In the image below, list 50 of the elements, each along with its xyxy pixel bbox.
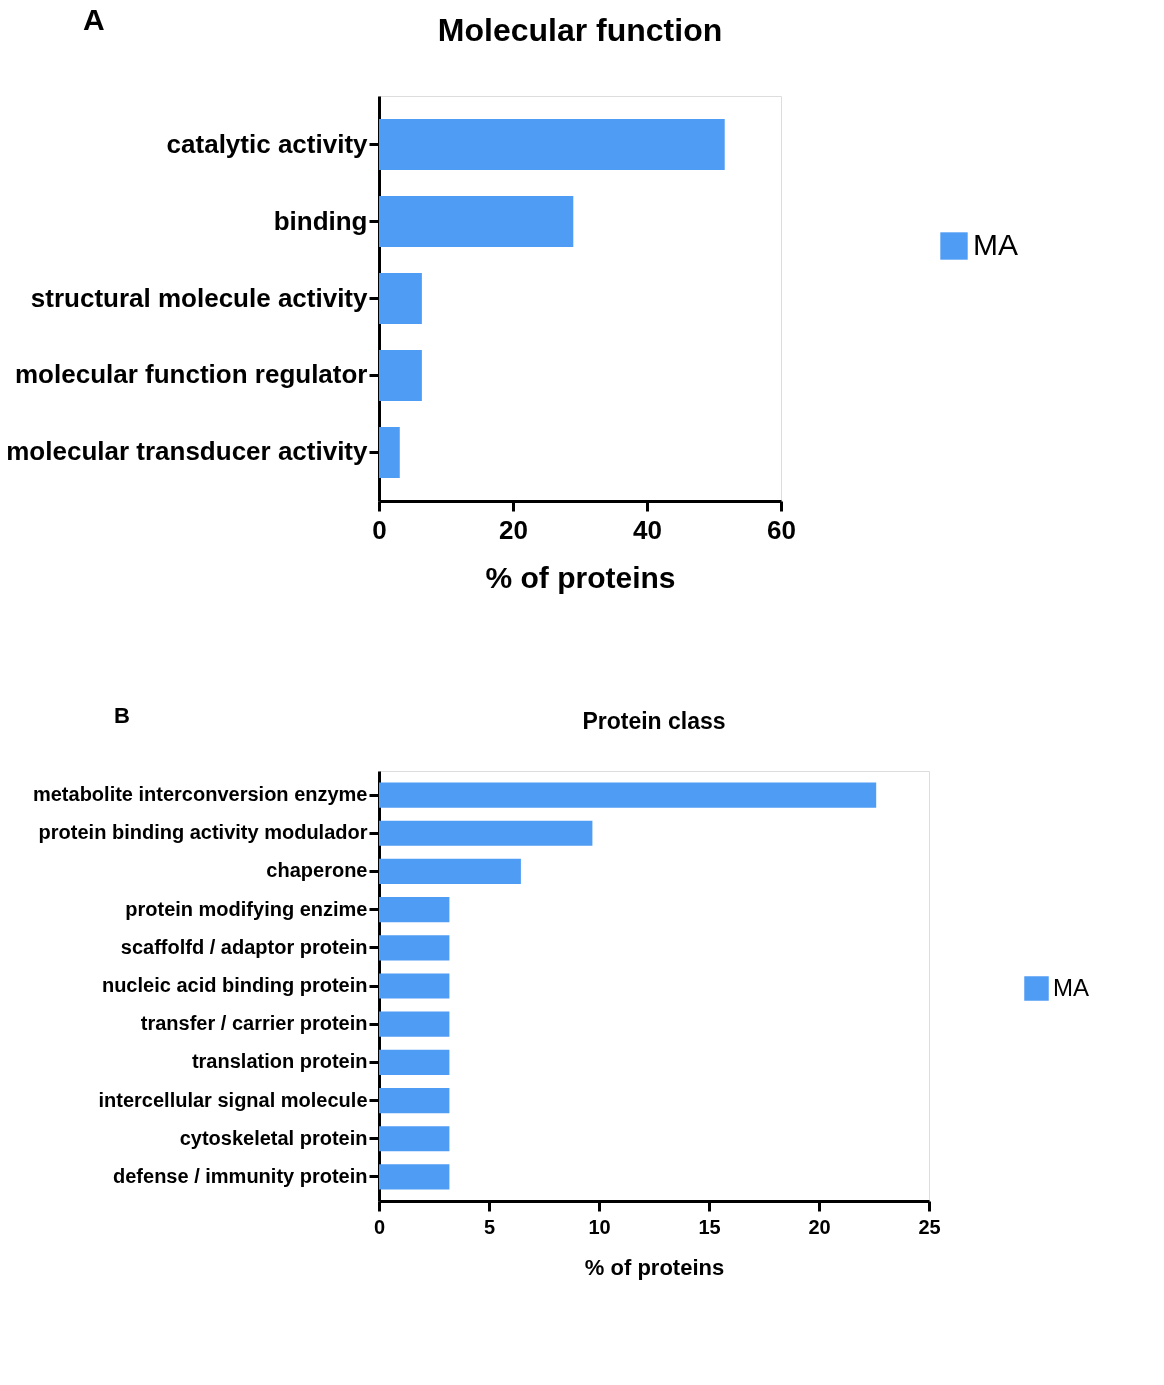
y-tick-label: molecular function regulator bbox=[15, 359, 368, 390]
y-tick-label: intercellular signal molecule bbox=[98, 1088, 368, 1111]
y-tick-label: protein binding activity modulador bbox=[38, 821, 368, 844]
x-tick-label: 25 bbox=[918, 1215, 941, 1238]
legend-label: MA bbox=[1053, 973, 1089, 1001]
y-tick-label: protein modifying enzime bbox=[125, 897, 368, 920]
text: B bbox=[114, 703, 130, 728]
bar bbox=[379, 1126, 450, 1152]
y-tick-label: scaffolfd / adaptor protein bbox=[120, 935, 368, 958]
y-tick-label: chaperone bbox=[266, 859, 368, 882]
x-tick-label: 60 bbox=[767, 514, 796, 545]
bar bbox=[379, 273, 422, 324]
bar bbox=[379, 1011, 450, 1037]
bar bbox=[379, 897, 450, 923]
bar bbox=[379, 820, 593, 846]
bar bbox=[379, 427, 400, 478]
chart-title: Molecular function bbox=[437, 12, 723, 48]
x-tick-label: 15 bbox=[698, 1215, 721, 1238]
text: A bbox=[83, 3, 105, 36]
x-tick-label: 0 bbox=[373, 1215, 386, 1238]
y-tick-label: metabolite interconversion enzyme bbox=[32, 783, 368, 806]
y-tick-label: cytoskeletal protein bbox=[179, 1126, 368, 1149]
bar bbox=[379, 858, 521, 885]
x-tick-label: 0 bbox=[372, 514, 387, 545]
y-tick-label: transfer / carrier protein bbox=[140, 1012, 368, 1035]
bar bbox=[379, 1049, 450, 1075]
x-tick-label: 20 bbox=[499, 514, 528, 545]
bar bbox=[379, 973, 450, 999]
y-tick-label: translation protein bbox=[191, 1050, 368, 1073]
bar bbox=[379, 196, 574, 247]
bar bbox=[379, 350, 422, 401]
bar bbox=[379, 119, 725, 170]
x-tick-label: 10 bbox=[588, 1215, 611, 1238]
chart-title: Protein class bbox=[582, 708, 726, 734]
bar bbox=[379, 1087, 450, 1114]
y-tick-label: molecular transducer activity bbox=[6, 436, 369, 467]
y-tick-label: defense / immunity protein bbox=[113, 1164, 368, 1187]
y-tick-label: nucleic acid binding protein bbox=[101, 974, 368, 996]
bar bbox=[379, 935, 450, 961]
x-tick-label: 20 bbox=[808, 1215, 831, 1238]
legend-label: MA bbox=[973, 228, 1018, 261]
bar bbox=[379, 1164, 450, 1190]
x-axis-title: % of proteins bbox=[584, 1254, 725, 1280]
x-tick-label: 5 bbox=[483, 1215, 496, 1238]
y-tick-label: binding bbox=[273, 205, 368, 236]
bar bbox=[379, 782, 877, 808]
x-axis-title: % of proteins bbox=[485, 560, 676, 594]
y-tick-label: catalytic activity bbox=[166, 128, 369, 159]
x-tick-label: 40 bbox=[633, 514, 662, 545]
y-tick-label: structural molecule activity bbox=[30, 282, 369, 313]
